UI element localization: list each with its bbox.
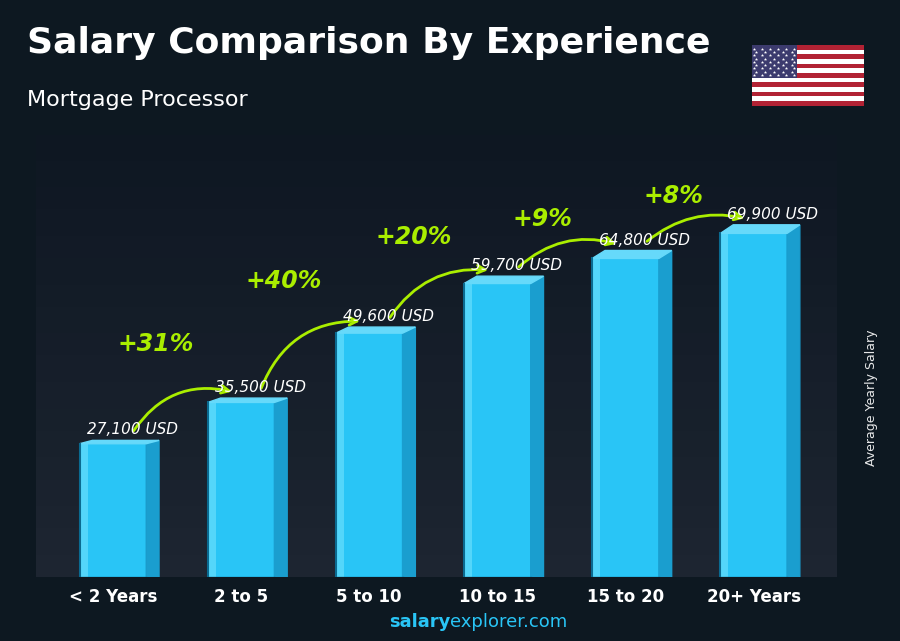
Text: Average Yearly Salary: Average Yearly Salary <box>865 329 878 465</box>
Text: +8%: +8% <box>643 183 703 208</box>
Polygon shape <box>592 251 671 258</box>
Bar <box>336 333 344 577</box>
FancyBboxPatch shape <box>336 333 402 577</box>
Polygon shape <box>659 251 671 577</box>
Polygon shape <box>146 440 159 577</box>
Text: +40%: +40% <box>245 269 321 293</box>
FancyArrowPatch shape <box>518 237 614 267</box>
Bar <box>752 101 864 106</box>
FancyBboxPatch shape <box>79 444 146 577</box>
Text: +9%: +9% <box>512 207 572 231</box>
Bar <box>752 49 864 54</box>
Bar <box>752 87 864 92</box>
Polygon shape <box>787 225 800 577</box>
Bar <box>752 82 864 87</box>
Polygon shape <box>336 327 416 333</box>
Bar <box>752 59 864 63</box>
Text: +20%: +20% <box>376 225 453 249</box>
Bar <box>464 283 473 577</box>
Text: 59,700 USD: 59,700 USD <box>471 258 562 273</box>
Bar <box>752 54 864 59</box>
Text: explorer.com: explorer.com <box>450 613 567 631</box>
Polygon shape <box>274 398 287 577</box>
Polygon shape <box>402 327 416 577</box>
Polygon shape <box>208 398 287 403</box>
Text: 49,600 USD: 49,600 USD <box>343 309 434 324</box>
FancyBboxPatch shape <box>592 258 659 577</box>
Text: 27,100 USD: 27,100 USD <box>86 422 177 437</box>
Bar <box>720 233 728 577</box>
FancyArrowPatch shape <box>390 265 485 317</box>
Text: salary: salary <box>389 613 450 631</box>
Polygon shape <box>720 225 800 233</box>
Bar <box>752 63 864 69</box>
Bar <box>592 258 600 577</box>
Text: 69,900 USD: 69,900 USD <box>727 207 818 222</box>
Text: 35,500 USD: 35,500 USD <box>215 380 306 395</box>
FancyArrowPatch shape <box>647 212 742 242</box>
Bar <box>752 45 796 78</box>
Text: 64,800 USD: 64,800 USD <box>599 233 690 247</box>
Polygon shape <box>79 440 159 444</box>
FancyBboxPatch shape <box>208 403 274 577</box>
FancyBboxPatch shape <box>720 233 787 577</box>
Text: +31%: +31% <box>117 332 194 356</box>
Polygon shape <box>464 276 544 283</box>
Text: Salary Comparison By Experience: Salary Comparison By Experience <box>27 26 710 60</box>
FancyArrowPatch shape <box>261 317 357 388</box>
Polygon shape <box>531 276 544 577</box>
Bar <box>208 403 216 577</box>
FancyBboxPatch shape <box>464 283 531 577</box>
Bar <box>79 444 87 577</box>
Bar <box>752 96 864 101</box>
Bar <box>752 73 864 78</box>
Bar <box>752 69 864 73</box>
Text: Mortgage Processor: Mortgage Processor <box>27 90 248 110</box>
Bar <box>752 78 864 82</box>
Bar <box>752 92 864 96</box>
Bar <box>752 45 864 49</box>
FancyArrowPatch shape <box>134 385 229 431</box>
